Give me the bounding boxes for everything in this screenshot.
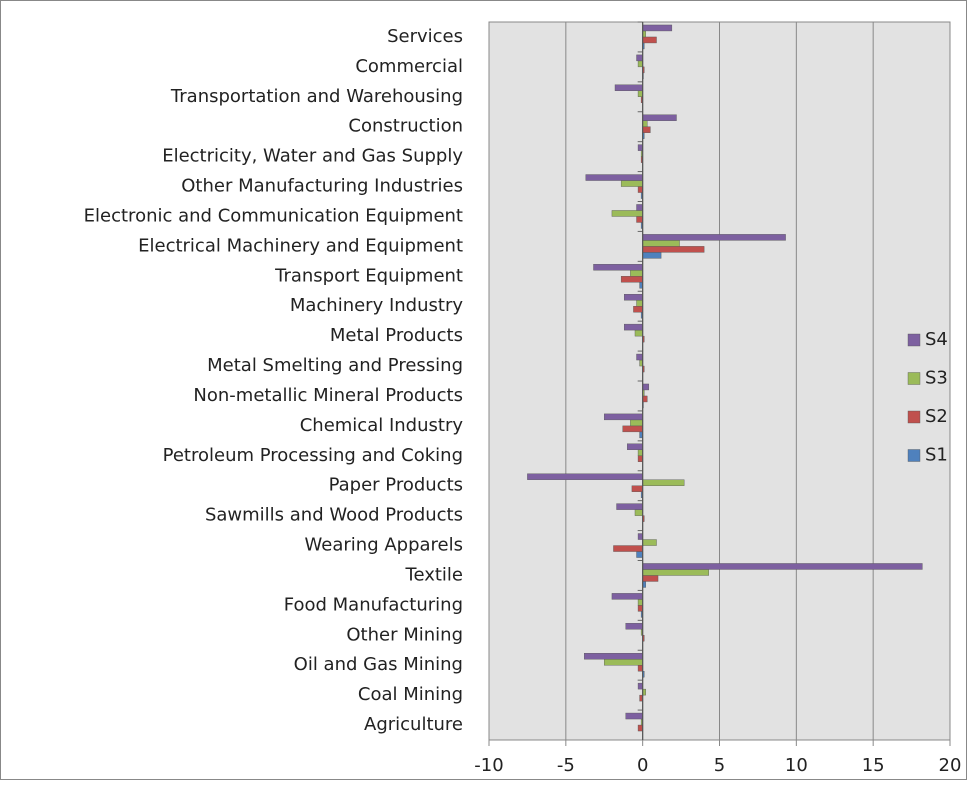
bar: [642, 479, 685, 486]
y-tick-label: Paper Products: [329, 475, 463, 496]
bar: [642, 539, 657, 546]
bar: [585, 174, 643, 181]
y-tick-label: Transportation and Warehousing: [170, 86, 463, 107]
bar: [627, 443, 643, 450]
bar: [637, 90, 643, 97]
bar: [613, 545, 643, 552]
bar: [584, 653, 643, 660]
bar: [642, 126, 651, 133]
bar: [611, 593, 643, 600]
bar: [637, 724, 643, 732]
bar: [642, 252, 662, 259]
y-tick-label: Metal Products: [330, 325, 463, 346]
bar: [630, 419, 643, 427]
bar: [630, 270, 643, 277]
x-tick-label: 20: [939, 755, 962, 776]
y-tick-label: Petroleum Processing and Coking: [163, 445, 463, 466]
y-tick-label: Textile: [405, 564, 463, 585]
bar: [636, 551, 643, 558]
bar: [637, 455, 643, 462]
y-tick-label: Electrical Machinery and Equipment: [138, 235, 463, 256]
bar: [637, 186, 643, 193]
bar: [642, 36, 657, 44]
bar: [642, 575, 659, 582]
y-tick-label: Non-metallic Mineral Products: [193, 385, 463, 406]
bar: [637, 449, 643, 456]
y-tick-label: Food Manufacturing: [284, 594, 463, 615]
bar: [604, 413, 643, 421]
bar: [634, 329, 643, 337]
x-tick-label: 0: [637, 755, 648, 776]
legend-swatch: [907, 372, 921, 385]
legend-swatch: [907, 449, 921, 462]
x-tick-label: -5: [557, 755, 575, 776]
bar: [636, 353, 643, 361]
legend-label: S3: [925, 368, 948, 389]
y-tick-label: Coal Mining: [358, 684, 463, 705]
bar: [637, 682, 643, 690]
legend-label: S1: [925, 445, 948, 466]
y-tick-label: Electricity, Water and Gas Supply: [162, 146, 463, 167]
bar: [614, 84, 643, 91]
y-tick-label: Commercial: [355, 56, 463, 77]
bar: [637, 599, 643, 606]
bar: [616, 503, 643, 510]
bar: [637, 533, 643, 540]
y-tick-label: Agriculture: [364, 714, 463, 735]
legend-label: S4: [925, 329, 948, 350]
y-tick-label: Oil and Gas Mining: [294, 654, 463, 675]
x-tick-label: 10: [785, 755, 808, 776]
bar: [642, 234, 786, 241]
x-tick-label: -10: [474, 755, 503, 776]
bar: [642, 120, 648, 127]
bar: [634, 509, 643, 516]
bar: [625, 712, 643, 720]
bar: [624, 323, 643, 331]
bar: [636, 300, 643, 307]
y-tick-label: Other Manufacturing Industries: [181, 176, 463, 197]
bar: [625, 623, 643, 630]
bar: [611, 210, 643, 217]
y-tick-label: Machinery Industry: [290, 295, 464, 316]
x-tick-label: 15: [862, 755, 885, 776]
bar: [604, 659, 643, 666]
bar: [642, 569, 709, 576]
y-tick-label: Services: [387, 26, 463, 47]
legend-swatch: [907, 410, 921, 424]
bar: [631, 485, 643, 492]
bar: [642, 246, 705, 253]
bar: [622, 425, 643, 433]
x-tick-label: 5: [714, 755, 725, 776]
bar: [624, 294, 643, 301]
bar: [527, 473, 643, 480]
y-tick-label: Sawmills and Wood Products: [205, 505, 463, 526]
bar: [637, 144, 643, 151]
bar: [642, 563, 923, 570]
bar: [637, 665, 643, 672]
bar: [633, 306, 643, 313]
bar: [620, 180, 643, 187]
y-tick-label: Other Mining: [346, 624, 463, 645]
bar: [642, 240, 680, 247]
y-tick-label: Wearing Apparels: [305, 535, 463, 556]
bar: [642, 114, 677, 121]
bar: [620, 276, 643, 283]
bar: [593, 264, 643, 271]
bar: [642, 24, 673, 32]
bar: [637, 605, 643, 612]
legend-swatch: [907, 333, 921, 347]
y-tick-label: Metal Smelting and Pressing: [207, 355, 463, 376]
bar: [636, 54, 643, 62]
y-tick-label: Chemical Industry: [300, 415, 464, 436]
y-tick-label: Transport Equipment: [274, 265, 463, 286]
bar: [642, 395, 648, 403]
bar: [637, 60, 643, 68]
y-tick-label: Construction: [348, 116, 463, 137]
bar: [636, 216, 643, 223]
legend-label: S2: [925, 406, 948, 427]
y-tick-label: Electronic and Communication Equipment: [84, 205, 463, 226]
bar: [642, 383, 650, 391]
bar: [636, 204, 643, 211]
